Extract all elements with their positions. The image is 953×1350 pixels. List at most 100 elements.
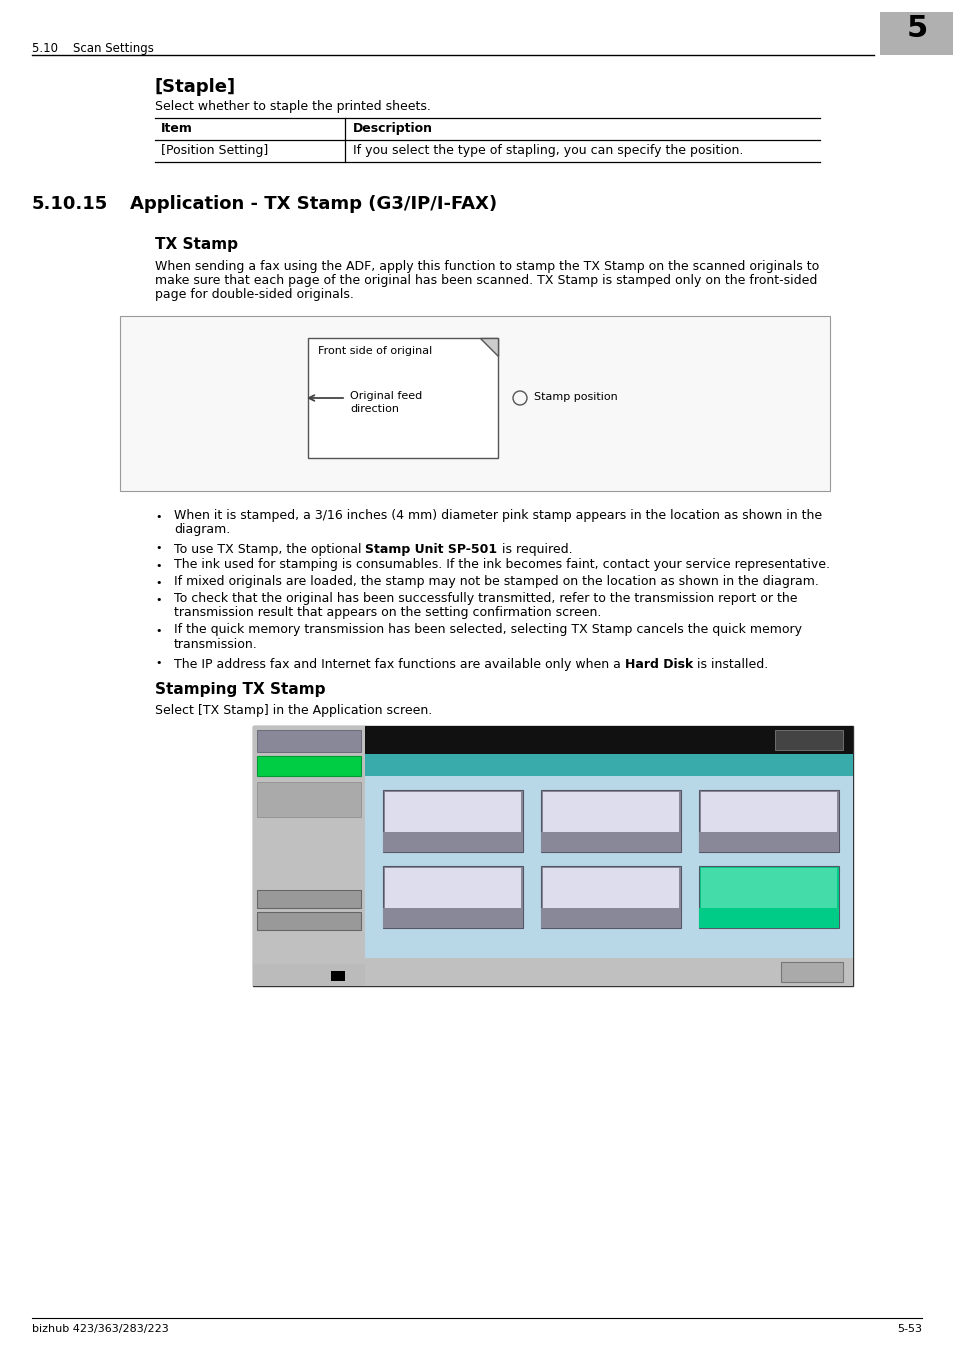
Text: Stamp Unit SP-501: Stamp Unit SP-501 (365, 544, 497, 556)
Text: [Position Setting]: [Position Setting] (161, 144, 268, 157)
Bar (542, 868, 679, 909)
Text: Original feed: Original feed (350, 392, 422, 401)
Text: Job List: Job List (291, 734, 326, 744)
Bar (382, 832, 522, 852)
Bar (540, 865, 680, 927)
Bar (699, 909, 838, 927)
Text: Item: Item (161, 122, 193, 135)
Bar (700, 792, 836, 832)
Bar (256, 782, 360, 817)
Text: Stamp position: Stamp position (534, 392, 618, 402)
Text: page for double-sided originals.: page for double-sided originals. (154, 288, 354, 301)
Text: If you select the type of stapling, you can specify the position.: If you select the type of stapling, you … (353, 144, 742, 157)
Text: Specify the settings.: Specify the settings. (373, 734, 473, 744)
Text: Stamp/Composition: Stamp/Composition (405, 911, 500, 921)
Bar (774, 730, 842, 751)
Text: •: • (154, 544, 161, 554)
Bar (365, 726, 852, 755)
Bar (365, 776, 852, 958)
Text: transmission result that appears on the setting confirmation screen.: transmission result that appears on the … (173, 606, 600, 620)
Bar (253, 726, 852, 986)
Text: The IP address fax and Internet fax functions are available only when a: The IP address fax and Internet fax func… (173, 657, 624, 671)
Bar (382, 865, 522, 927)
Bar (540, 790, 680, 852)
Text: Check Job
Settings: Check Job Settings (261, 914, 298, 933)
Bar (540, 832, 680, 852)
Bar (699, 832, 838, 852)
Bar (699, 790, 838, 852)
Text: 000: 000 (807, 733, 828, 743)
Text: Send & Print: Send & Print (579, 911, 640, 921)
Text: [Staple]: [Staple] (154, 78, 236, 96)
Bar (385, 792, 520, 832)
Text: is required.: is required. (497, 544, 572, 556)
Bar (540, 909, 680, 927)
Text: Application - TX Stamp (G3/IP/I-FAX): Application - TX Stamp (G3/IP/I-FAX) (130, 194, 497, 213)
Text: TX Stamp: TX Stamp (154, 238, 237, 252)
Text: Description: Description (353, 122, 433, 135)
Text: If mixed originals are loaded, the stamp may not be stamped on the location as s: If mixed originals are loaded, the stamp… (173, 575, 818, 587)
Bar (382, 909, 522, 927)
Text: Select [TX Stamp] in the Application screen.: Select [TX Stamp] in the Application scr… (154, 703, 432, 717)
Text: diagram.: diagram. (173, 524, 230, 536)
Text: The ink used for stamping is consumables. If the ink becomes faint, contact your: The ink used for stamping is consumables… (173, 558, 829, 571)
Bar (120, 316, 829, 491)
Text: •: • (154, 512, 161, 522)
Text: To use TX Stamp, the optional: To use TX Stamp, the optional (173, 544, 365, 556)
Bar (382, 790, 522, 852)
Text: direction: direction (350, 404, 398, 414)
Bar (699, 865, 838, 927)
Text: •: • (154, 578, 161, 587)
Text: Select whether to staple the printed sheets.: Select whether to staple the printed she… (154, 100, 431, 113)
Text: 1/ 1: 1/ 1 (298, 872, 319, 882)
Text: transmission.: transmission. (173, 637, 257, 651)
Text: is installed.: is installed. (693, 657, 767, 671)
Text: E-Frase: E-Frase (435, 836, 471, 845)
Text: If the quick memory transmission has been selected, selecting TX Stamp cancels t: If the quick memory transmission has bee… (173, 624, 801, 636)
Bar (385, 868, 520, 909)
Bar (253, 726, 365, 986)
Text: 5: 5 (905, 14, 926, 43)
Bar (256, 756, 360, 776)
Text: 5-53: 5-53 (896, 1324, 921, 1334)
Text: Front side of original: Front side of original (317, 346, 432, 356)
Bar (879, 12, 953, 55)
Bar (308, 338, 497, 458)
Text: 5.10    Scan Settings: 5.10 Scan Settings (32, 42, 153, 55)
Text: •: • (154, 657, 161, 668)
Text: •: • (154, 560, 161, 571)
Text: 12/30/2009   12:17: 12/30/2009 12:17 (373, 963, 452, 971)
Bar (365, 958, 852, 986)
Text: When sending a fax using the ADF, apply this function to stamp the TX Stamp on t: When sending a fax using the ADF, apply … (154, 261, 819, 273)
Text: Annotation: Annotation (741, 836, 795, 845)
Text: Stamping TX Stamp: Stamping TX Stamp (154, 682, 325, 697)
Bar (253, 964, 365, 986)
Text: To check that the original has been successfully transmitted, refer to the trans: To check that the original has been succ… (173, 593, 797, 605)
Bar (256, 913, 360, 930)
Text: bizhub 423/363/283/223: bizhub 423/363/283/223 (32, 1324, 169, 1334)
Text: Book Copy: Book Copy (584, 836, 637, 845)
Bar (365, 755, 852, 776)
Text: Toner level K: Toner level K (256, 969, 311, 977)
Text: Hard Disk: Hard Disk (624, 657, 693, 671)
Bar (542, 792, 679, 832)
Text: Broadcast
Destinations: Broadcast Destinations (261, 786, 309, 806)
Text: make sure that each page of the original has been scanned. TX Stamp is stamped o: make sure that each page of the original… (154, 274, 817, 288)
Text: •: • (154, 595, 161, 605)
Text: Scan Settings > Application: Scan Settings > Application (373, 759, 509, 769)
Bar (256, 730, 360, 752)
Text: Memory    100%: Memory 100% (373, 972, 441, 981)
Text: No. of
Dest.: No. of Dest. (779, 733, 799, 747)
Text: •: • (154, 626, 161, 636)
Bar (331, 971, 345, 981)
Text: 5.10.15: 5.10.15 (32, 194, 108, 213)
Text: Delete: Delete (293, 894, 325, 904)
Bar (700, 868, 836, 909)
Text: When it is stamped, a 3/16 inches (4 mm) diameter pink stamp appears in the loca: When it is stamped, a 3/16 inches (4 mm)… (173, 509, 821, 522)
Text: TX Stamp: TX Stamp (744, 911, 792, 921)
Bar (256, 890, 360, 909)
Polygon shape (479, 338, 497, 356)
Text: Close: Close (798, 967, 824, 976)
Text: Check Job: Check Job (282, 761, 335, 771)
Bar (781, 963, 842, 981)
